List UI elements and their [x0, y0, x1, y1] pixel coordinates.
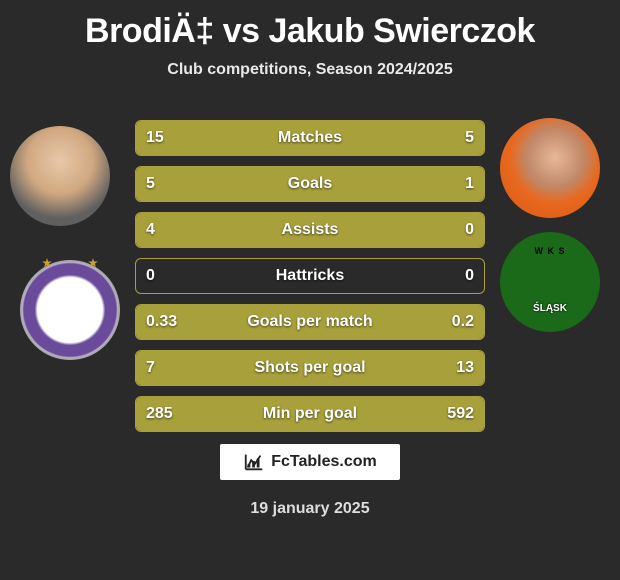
page-title: BrodiÄ‡ vs Jakub Swierczok	[0, 0, 620, 51]
player-left-avatar	[10, 126, 110, 226]
stat-row: 40Assists	[135, 212, 485, 248]
stat-row: 713Shots per goal	[135, 350, 485, 386]
stat-label: Assists	[136, 213, 484, 247]
site-logo: FcTables.com	[220, 444, 400, 480]
stat-label: Goals	[136, 167, 484, 201]
stat-label: Min per goal	[136, 397, 484, 431]
stat-label: Matches	[136, 121, 484, 155]
stat-label: Hattricks	[136, 259, 484, 293]
chart-icon	[243, 451, 265, 473]
stat-row: 00Hattricks	[135, 258, 485, 294]
page-subtitle: Club competitions, Season 2024/2025	[0, 61, 620, 79]
stat-row: 155Matches	[135, 120, 485, 156]
stat-row: 0.330.2Goals per match	[135, 304, 485, 340]
club-right-bottom-text: ŚLĄSK	[500, 303, 600, 314]
club-right-crest: W K S ŚLĄSK	[500, 232, 600, 332]
club-left-crest	[20, 260, 120, 360]
stat-row: 285592Min per goal	[135, 396, 485, 432]
stat-label: Goals per match	[136, 305, 484, 339]
club-right-top-text: W K S	[500, 246, 600, 256]
stat-label: Shots per goal	[136, 351, 484, 385]
comparison-date: 19 january 2025	[0, 500, 620, 518]
site-name: FcTables.com	[271, 453, 377, 471]
player-right-avatar	[500, 118, 600, 218]
stat-row: 51Goals	[135, 166, 485, 202]
stats-panel: 155Matches 51Goals 40Assists 00Hattricks 0.3…	[135, 120, 485, 442]
comparison-card: BrodiÄ‡ vs Jakub Swierczok Club competit…	[0, 0, 620, 580]
